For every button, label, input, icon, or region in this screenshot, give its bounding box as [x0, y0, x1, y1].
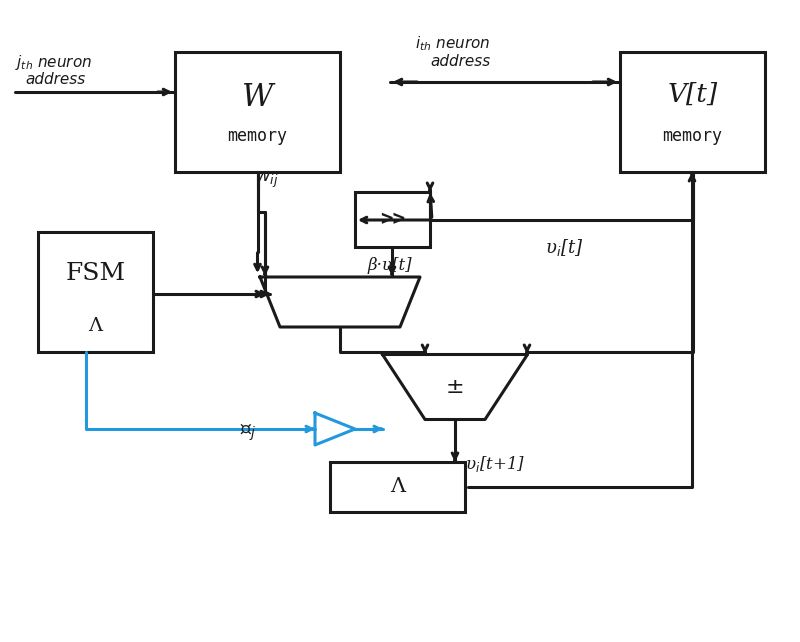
Text: >>: >> — [380, 209, 405, 229]
Text: $i_{th}$ neuron: $i_{th}$ neuron — [415, 35, 490, 53]
Text: υ$_i$[t]: υ$_i$[t] — [545, 236, 583, 257]
Text: ±: ± — [446, 377, 464, 397]
Text: $j_{th}$ neuron: $j_{th}$ neuron — [15, 53, 92, 71]
Text: υ$_i$[t+1]: υ$_i$[t+1] — [465, 454, 525, 474]
Text: $w_{ij}$: $w_{ij}$ — [255, 170, 278, 190]
Text: memory: memory — [662, 127, 722, 145]
Text: memory: memory — [227, 127, 287, 145]
Text: W: W — [242, 82, 273, 113]
Text: β·υ[t]: β·υ[t] — [368, 257, 413, 275]
Bar — [620, 52, 765, 172]
Text: address: address — [430, 55, 490, 69]
Text: V[t]: V[t] — [667, 82, 718, 107]
Bar — [330, 462, 465, 512]
Text: FSM: FSM — [66, 263, 126, 286]
Bar — [175, 52, 340, 172]
Text: ℓ$_j$: ℓ$_j$ — [240, 421, 256, 443]
Bar — [38, 232, 153, 352]
Bar — [355, 192, 430, 247]
Text: address: address — [25, 73, 86, 87]
Text: Λ: Λ — [390, 478, 405, 496]
Text: Λ: Λ — [89, 317, 102, 334]
